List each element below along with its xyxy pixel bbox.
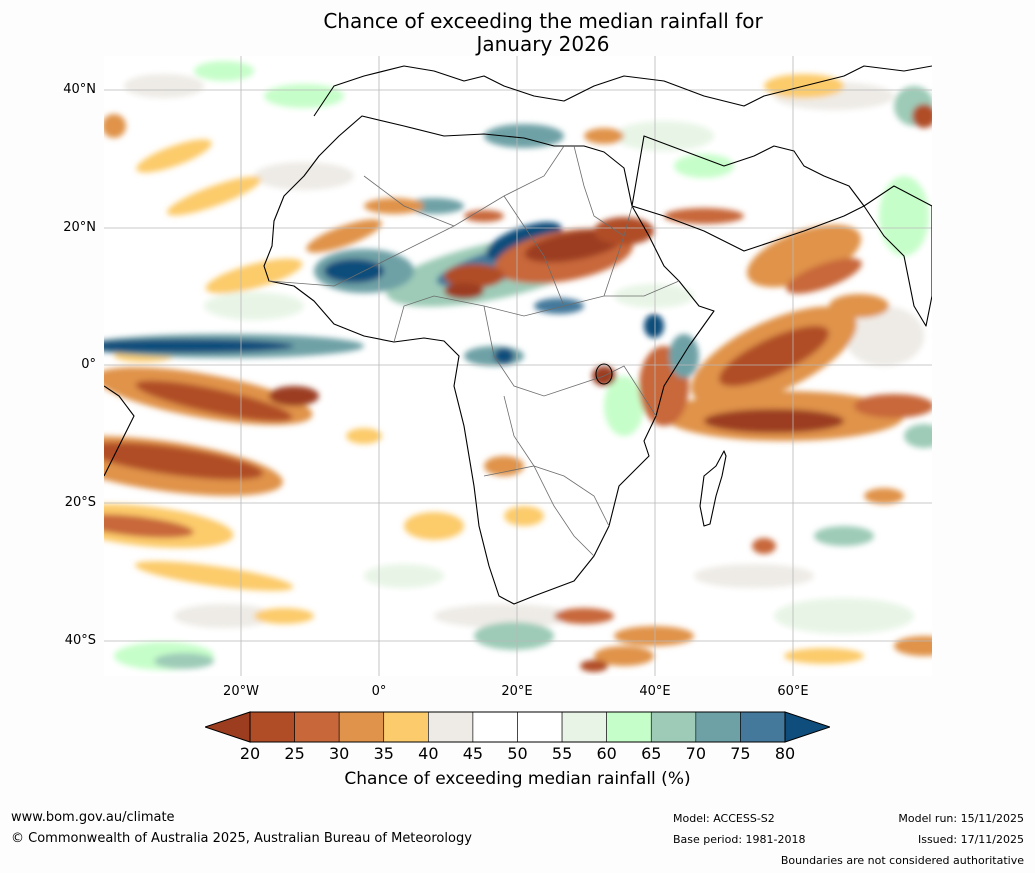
- colorbar-extend-high: [784, 711, 830, 743]
- lat-label-20s: 20°S: [64, 495, 96, 510]
- colorbar-frame: [249, 711, 786, 743]
- colorbar-cell: [650, 711, 697, 743]
- title-line-2: January 2026: [476, 32, 610, 56]
- europe-coastline: [313, 65, 932, 117]
- india-coastline: [863, 185, 932, 327]
- lon-label-60e: 60°E: [777, 684, 809, 699]
- colorbar-tick-label: 50: [507, 744, 528, 763]
- africa-coastline: [263, 115, 715, 605]
- lon-label-20e: 20°E: [501, 684, 533, 699]
- model-run-date: Model run: 15/11/2025: [898, 812, 1024, 825]
- colorbar-cell: [428, 711, 474, 743]
- issued-date: Issued: 17/11/2025: [917, 833, 1024, 846]
- colorbar-tick-label: 75: [730, 744, 751, 763]
- colorbar-tick-label: 65: [641, 744, 662, 763]
- country-boundaries: [268, 145, 680, 557]
- lat-label-0: 0°: [81, 357, 96, 372]
- colorbar-tick-label: 80: [774, 744, 796, 763]
- coastlines: [104, 65, 932, 605]
- lon-label-0: 0°: [371, 684, 387, 699]
- colorbar-cell: [561, 711, 607, 743]
- map-title: Chance of exceeding the median rainfall …: [243, 10, 843, 56]
- colorbar-extend-low: [205, 711, 251, 743]
- boundaries-disclaimer: Boundaries are not considered authoritat…: [780, 854, 1024, 867]
- colorbar-cell: [740, 711, 786, 743]
- website-link[interactable]: www.bom.gov.au/climate: [11, 810, 175, 825]
- colorbar-tick-label: 25: [284, 744, 305, 763]
- colorbar-tick-label: 35: [373, 744, 394, 763]
- lat-label-40s: 40°S: [64, 633, 96, 648]
- colorbar: [205, 711, 830, 743]
- copyright-text: © Commonwealth of Australia 2025, Austra…: [11, 831, 472, 846]
- colorbar-tick-label: 45: [462, 744, 484, 763]
- colorbar-tick-label: 55: [551, 744, 573, 763]
- lake-victoria: [595, 363, 613, 385]
- colorbar-tick-label: 70: [685, 744, 706, 763]
- arabia-coastline: [631, 135, 865, 252]
- rainfall-map: [104, 56, 932, 676]
- lat-label-40n: 40°N: [63, 82, 96, 97]
- graticule: [104, 56, 932, 676]
- lon-label-20w: 20°W: [223, 684, 259, 699]
- colorbar-cell: [472, 711, 518, 743]
- colorbar-tick-label: 60: [596, 744, 617, 763]
- map-canvas: [104, 56, 932, 676]
- colorbar-cell: [383, 711, 429, 743]
- colorbar-label: Chance of exceeding median rainfall (%): [344, 769, 691, 789]
- lon-label-40e: 40°E: [639, 684, 671, 699]
- colorbar-cell: [294, 711, 340, 743]
- colorbar-cell: [517, 711, 563, 743]
- colorbar-cell: [249, 711, 295, 743]
- model-name: Model: ACCESS-S2: [673, 812, 775, 825]
- south-america-coastline: [104, 385, 135, 477]
- madagascar-coastline: [699, 450, 727, 527]
- colorbar-tick-label: 20: [239, 744, 261, 763]
- colorbar-tick-label: 30: [328, 744, 350, 763]
- base-period: Base period: 1981-2018: [673, 833, 806, 846]
- colorbar-cell: [606, 711, 652, 743]
- lat-label-20n: 20°N: [63, 220, 96, 235]
- colorbar-cell: [338, 711, 385, 743]
- title-line-1: Chance of exceeding the median rainfall …: [323, 9, 763, 33]
- colorbar-cell: [695, 711, 741, 743]
- colorbar-tick-label: 40: [418, 744, 439, 763]
